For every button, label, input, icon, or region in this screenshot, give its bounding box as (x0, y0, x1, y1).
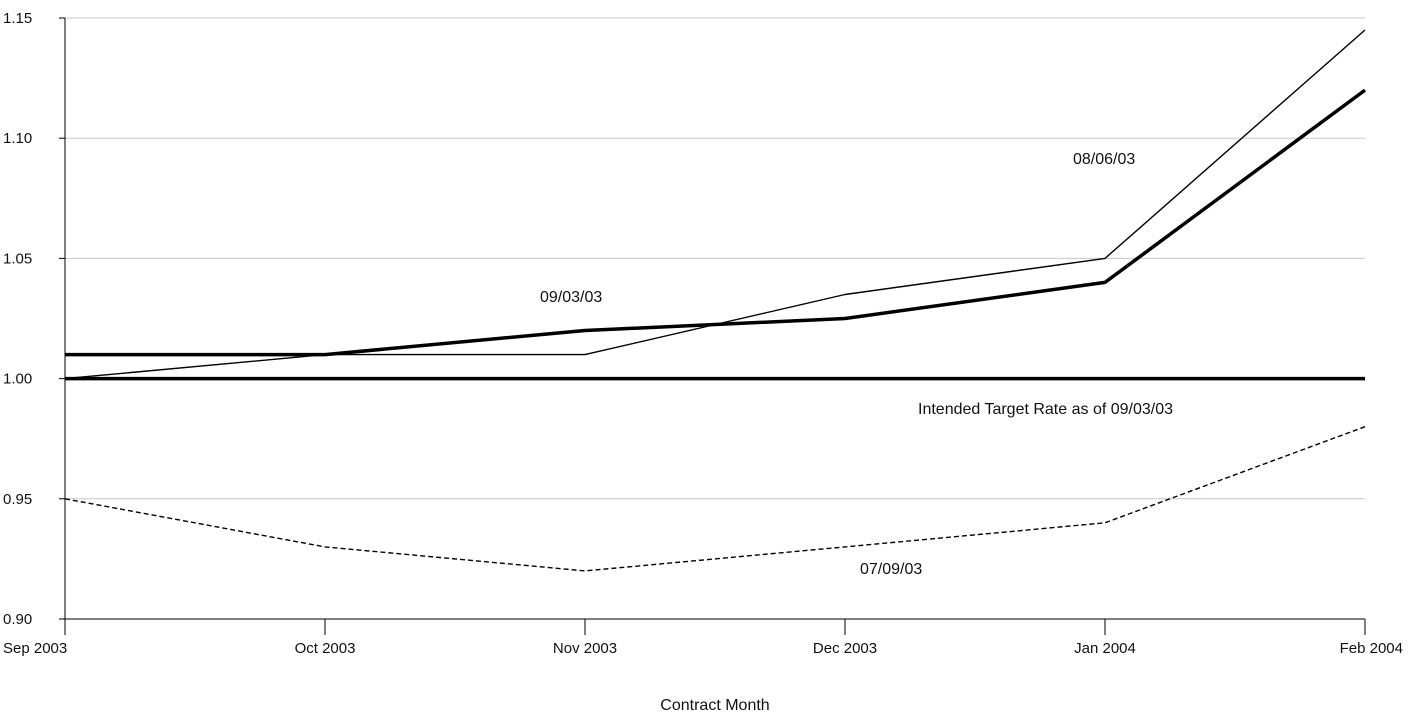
x-tick-label: Oct 2003 (295, 640, 356, 657)
x-tick-label: Jan 2004 (1074, 640, 1136, 657)
series-label-07-09-03: 07/09/03 (860, 561, 922, 578)
y-tick-label: 1.10 (3, 130, 32, 147)
gridlines (65, 17, 1365, 500)
x-tick-label: Nov 2003 (553, 640, 617, 657)
series-line-1 (64, 29, 1366, 380)
y-tick-label: 1.05 (3, 250, 32, 267)
series-label-target-rate: Intended Target Rate as of 09/03/03 (918, 401, 1173, 418)
series-labels: 09/03/03 08/06/03 07/09/03 Intended Targ… (540, 151, 1173, 578)
series-label-08-06-03: 08/06/03 (1073, 151, 1135, 168)
series-line-0 (65, 88, 1367, 357)
x-tick-label: Feb 2004 (1340, 640, 1403, 657)
x-tick-label: Dec 2003 (813, 640, 877, 657)
axes: 0.90 0.95 1.00 1.05 1.10 1.15 Sep 2003 Oct 2003… (3, 10, 1403, 657)
series-label-09-03-03: 09/03/03 (540, 289, 602, 306)
x-tick-label: Sep 2003 (3, 640, 67, 657)
series-line-2 (64, 426, 1366, 572)
y-tick-label: 1.00 (3, 371, 32, 388)
x-axis-title: Contract Month (660, 697, 769, 713)
y-tick-label: 0.90 (3, 611, 32, 628)
y-tick-label: 1.15 (3, 10, 32, 27)
series-lines (64, 29, 1367, 572)
y-tick-label: 0.95 (3, 491, 32, 508)
